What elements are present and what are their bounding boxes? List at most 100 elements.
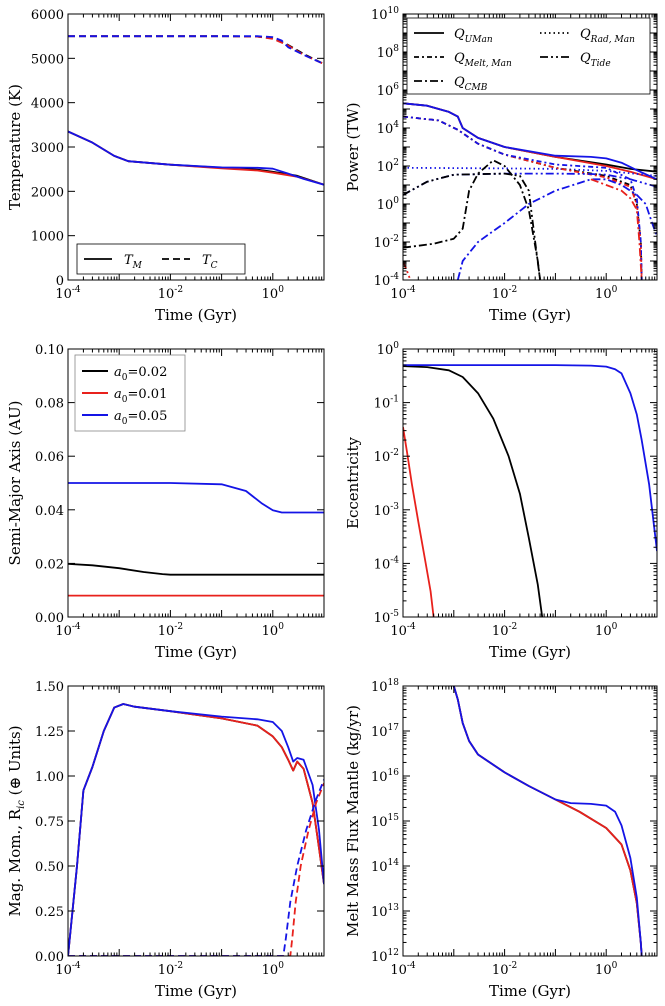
legend-label: QMelt, Man [454, 51, 512, 69]
y-tick-label: 0.06 [35, 450, 64, 465]
x-tick-label: 10-4 [390, 622, 416, 639]
power-ylabel: Power (TW) [344, 102, 362, 191]
chart-magmom: 10-4 10-2 100 0.00 0.25 0.50 0.75 1.00 1.25 1.50 T… [6, 680, 325, 1000]
y-tick-label: 5000 [31, 52, 64, 67]
y-tick-label: 0.00 [35, 611, 64, 626]
series-line-1 [403, 426, 435, 617]
y-tick-label: 10-2 [374, 234, 399, 251]
eccentricity-xlabel: Time (Gyr) [489, 643, 571, 661]
legend-label: QUMan [454, 27, 493, 45]
y-tick-label: 10-5 [374, 609, 400, 626]
y-tick-label: 0.04 [35, 504, 64, 519]
x-tick-label: 100 [595, 285, 618, 302]
eccentricity-series [403, 364, 657, 617]
y-tick-label: 10-4 [374, 272, 400, 289]
y-tick-label: 1014 [371, 858, 399, 875]
chart-temperature: 10-4 10-2 1000100020003000400050006000Time… [6, 8, 325, 324]
x-tick-label: 10-4 [55, 285, 81, 302]
semimajor-axes-frame [67, 348, 325, 618]
y-tick-label: 1015 [371, 813, 399, 830]
series-line-10 [403, 159, 541, 280]
magmom-ylabel: Mag. Mom., Ric (⊕ Units) [6, 725, 27, 916]
temperature-series [68, 35, 324, 186]
legend-label: a0=0.01 [114, 387, 167, 405]
y-tick-label: 104 [377, 120, 400, 137]
temperature-axes-frame [67, 13, 325, 281]
y-tick-label: 0.00 [35, 950, 64, 965]
meltflux-series [452, 686, 643, 956]
series-line-2 [68, 130, 324, 186]
y-tick-label: 1013 [371, 903, 399, 920]
series-line-4 [68, 35, 324, 65]
y-tick-label: 0.08 [35, 397, 64, 412]
legend-label: TM [124, 253, 143, 271]
legend-label: a0=0.02 [114, 365, 167, 383]
x-tick-label: 10-2 [158, 961, 183, 978]
magmom-xlabel: Time (Gyr) [155, 982, 237, 1000]
series-line-0 [68, 130, 324, 186]
y-tick-label: 0 [56, 274, 64, 289]
temperature-ylabel: Temperature (K) [6, 84, 24, 210]
series-line-3 [68, 782, 324, 956]
y-tick-label: 1010 [371, 6, 399, 23]
legend-power: QUMan QRad, Man QMelt, Man QTide QCMB [406, 17, 651, 95]
y-tick-label: 1017 [371, 723, 399, 740]
series-line-4 [68, 779, 324, 956]
series-line-2 [452, 686, 643, 956]
x-tick-label: 10-2 [492, 622, 517, 639]
series-line-11 [456, 178, 657, 280]
eccentricity-axes-frame [402, 348, 658, 618]
series-line-8 [403, 172, 541, 280]
y-tick-label: 10-2 [374, 448, 399, 465]
y-tick-label: 10-3 [374, 502, 400, 519]
x-tick-label: 10-4 [390, 961, 416, 978]
chart-power: 10-4 10-2 100 10-4 10-2 100 102 104 106 108 1010 Ti… [344, 6, 658, 324]
x-tick-label: 100 [595, 961, 618, 978]
semimajor-series [68, 482, 324, 597]
y-tick-label: 10-4 [374, 555, 400, 572]
series-line-5 [403, 115, 643, 280]
chart-semimajor: 10-4 10-2 100 0.00 0.02 0.04 0.06 0.08 0.10 Time … [6, 343, 325, 661]
series-line-1 [452, 686, 643, 956]
x-tick-label: 10-2 [492, 961, 517, 978]
series-line-1 [68, 130, 324, 186]
series-line-2 [403, 102, 657, 181]
power-series [403, 102, 657, 280]
x-tick-label: 100 [595, 622, 618, 639]
x-tick-label: 10-2 [492, 285, 517, 302]
series-line-2 [68, 703, 324, 956]
meltflux-ylabel: Melt Mass Flux Mantle (kg/yr) [344, 705, 362, 937]
y-tick-label: 1.00 [35, 770, 64, 785]
y-tick-label: 106 [377, 82, 400, 99]
series-line-3 [68, 35, 324, 65]
y-tick-label: 3000 [31, 141, 64, 156]
x-tick-label: 10-2 [158, 285, 183, 302]
series-line-0 [68, 563, 324, 576]
x-tick-label: 10-4 [55, 961, 81, 978]
x-tick-label: 100 [262, 285, 285, 302]
y-tick-label: 108 [377, 44, 400, 61]
y-tick-label: 0.25 [35, 905, 64, 920]
y-tick-label: 102 [377, 158, 399, 175]
x-tick-label: 100 [262, 622, 285, 639]
legend-semimajor: a0=0.02 a0=0.01 a0=0.05 [74, 354, 186, 432]
legend-label: QTide [580, 51, 611, 69]
y-tick-label: 0.75 [35, 815, 64, 830]
temperature-xlabel: Time (Gyr) [155, 306, 237, 324]
meltflux-xlabel: Time (Gyr) [489, 982, 571, 1000]
series-line-0 [452, 686, 643, 956]
y-tick-label: 1000 [31, 230, 64, 245]
x-tick-label: 10-4 [390, 285, 416, 302]
series-line-2 [403, 364, 657, 552]
y-tick-label: 100 [377, 341, 400, 358]
semimajor-xlabel: Time (Gyr) [155, 643, 237, 661]
series-line-6 [403, 115, 643, 280]
series-line-2 [68, 482, 324, 514]
magmom-series [68, 703, 324, 956]
legend-label: TC [202, 253, 218, 271]
y-tick-label: 0.50 [35, 860, 64, 875]
series-line-12 [590, 178, 643, 280]
x-tick-label: 10-2 [158, 622, 183, 639]
